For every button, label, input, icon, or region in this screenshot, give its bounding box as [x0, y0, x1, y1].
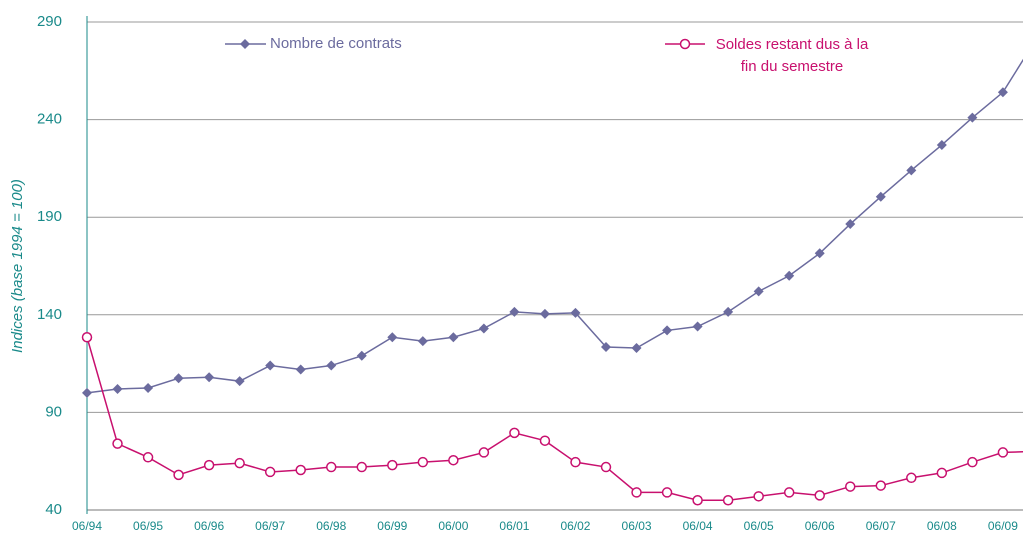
y-tick-label: 190	[37, 208, 62, 225]
data-point	[509, 306, 520, 317]
data-point	[509, 427, 520, 439]
x-tick-label: 06/99	[377, 519, 407, 533]
legend-marker	[679, 38, 691, 50]
data-point	[997, 87, 1008, 98]
data-point	[234, 457, 245, 469]
data-point	[997, 447, 1009, 458]
data-point	[539, 435, 551, 446]
data-point	[631, 342, 642, 353]
data-point	[326, 360, 337, 371]
x-tick-label: 06/05	[744, 519, 774, 533]
y-tick-label: 90	[45, 403, 62, 420]
x-tick-label: 06/97	[255, 519, 285, 533]
data-point	[539, 308, 550, 319]
data-point	[692, 494, 703, 506]
data-point	[753, 286, 764, 297]
x-tick-label: 06/94	[72, 519, 102, 533]
data-point	[722, 494, 734, 506]
x-tick-label: 06/06	[805, 519, 835, 533]
x-tick-label: 06/04	[683, 519, 713, 533]
data-point	[448, 332, 459, 343]
data-point	[875, 191, 886, 202]
data-point	[845, 219, 856, 230]
data-point	[325, 461, 337, 473]
data-point	[112, 383, 123, 394]
x-tick-label: 06/03	[622, 519, 652, 533]
data-point	[814, 490, 825, 501]
data-point	[387, 332, 398, 343]
data-point	[448, 454, 459, 466]
legend-label: Nombre de contrats	[270, 35, 402, 52]
x-tick-label: 06/09	[988, 519, 1018, 533]
y-tick-label: 290	[37, 13, 62, 30]
y-tick-label: 240	[37, 111, 62, 128]
data-point	[173, 373, 184, 384]
data-point	[692, 321, 703, 332]
data-point	[417, 336, 428, 347]
y-tick-label: 140	[37, 306, 62, 323]
data-point	[112, 438, 123, 449]
data-point	[631, 487, 642, 498]
data-point	[601, 342, 612, 353]
x-tick-label: 06/08	[927, 519, 957, 533]
legend-marker	[240, 39, 250, 49]
x-tick-label: 06/02	[560, 519, 590, 533]
data-point	[143, 383, 154, 393]
data-point	[661, 487, 673, 498]
data-point	[173, 469, 184, 481]
data-point	[784, 270, 795, 281]
data-point	[662, 325, 673, 336]
data-point	[204, 372, 215, 383]
data-point	[387, 459, 398, 471]
data-point	[906, 472, 917, 484]
x-tick-label: 06/01	[499, 519, 529, 533]
data-point	[417, 456, 429, 468]
data-point	[265, 360, 276, 371]
data-point	[936, 139, 947, 150]
data-point	[570, 456, 581, 468]
data-point	[753, 491, 764, 502]
series-line	[86, 58, 1023, 394]
legend-label: Soldes restant dus à la fin du semestre	[715, 36, 869, 75]
x-tick-label: 06/98	[316, 519, 346, 533]
data-point	[845, 481, 856, 492]
data-point	[723, 306, 734, 317]
series-line	[86, 337, 1023, 501]
data-point	[264, 466, 276, 478]
data-point	[295, 364, 306, 375]
data-point	[82, 387, 92, 398]
data-point	[906, 165, 917, 176]
y-axis-label: Indices (base 1994 = 100)	[9, 179, 26, 353]
data-point	[967, 456, 978, 468]
x-tick-label: 06/07	[866, 519, 896, 533]
data-point	[356, 461, 368, 473]
data-point	[570, 307, 581, 318]
data-point	[356, 350, 367, 361]
data-point	[295, 464, 306, 476]
x-tick-label: 06/96	[194, 519, 224, 533]
data-point	[936, 467, 948, 479]
data-point	[814, 248, 825, 259]
data-point	[783, 487, 795, 498]
x-tick-label: 06/95	[133, 519, 163, 533]
data-point	[478, 323, 489, 334]
y-tick-label: 40	[45, 501, 62, 518]
data-point	[81, 331, 93, 343]
data-point	[478, 447, 490, 458]
data-point	[875, 480, 887, 491]
x-tick-label: 06/00	[438, 519, 468, 533]
data-point	[234, 376, 245, 387]
data-point	[203, 459, 215, 471]
data-point	[600, 461, 612, 473]
data-point	[142, 452, 154, 463]
data-point	[967, 112, 978, 123]
